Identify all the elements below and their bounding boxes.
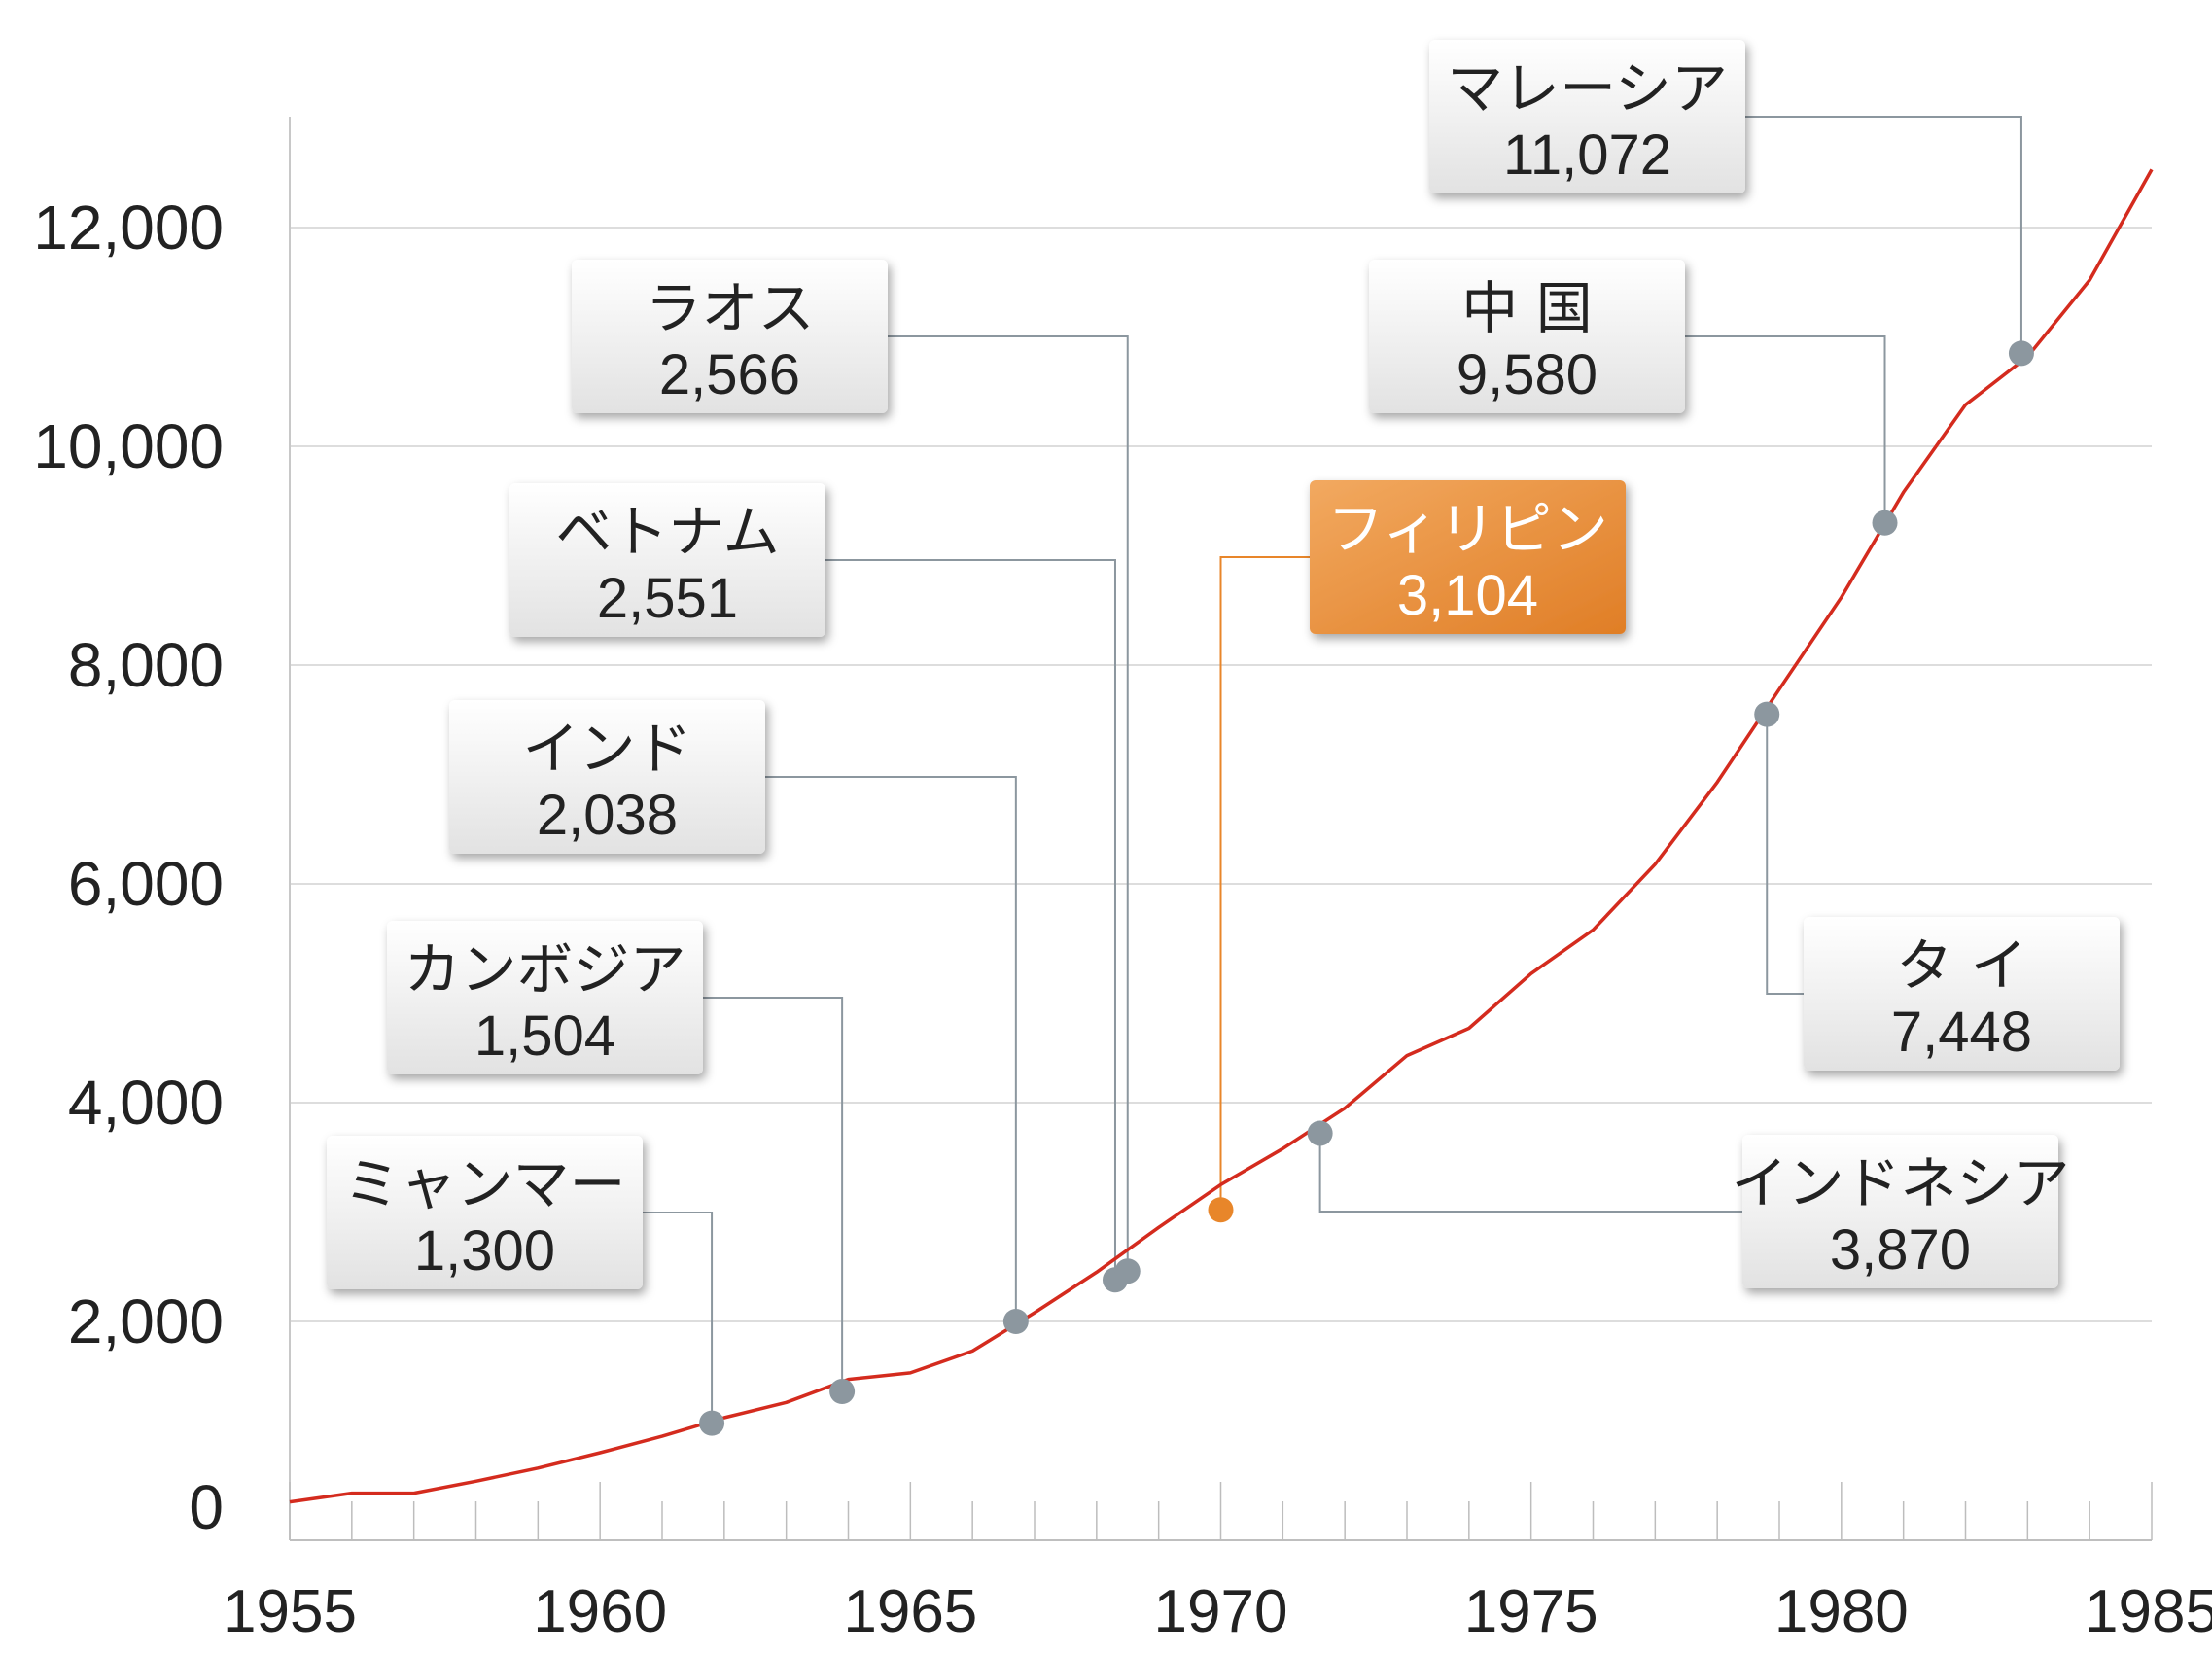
x-tick-label-1955: 1955 [223,1578,357,1645]
x-tick-label-1985: 1985 [2085,1578,2212,1645]
leader-line-4 [888,335,1129,1272]
callout-value-0: 1,300 [414,1219,555,1283]
series-line [289,168,2154,1504]
callout-box-9 [1429,40,1745,193]
callout-value-3: 2,551 [597,567,738,630]
callout-value-4: 2,566 [659,343,800,406]
callout-box-3 [509,483,825,637]
y-tick-label-10000: 10,000 [33,411,224,481]
callout-value-1: 1,504 [474,1004,615,1068]
callout-name-7: タ イ [1896,932,2026,999]
callout-name-5: フィリピン [1327,496,1608,562]
callout-name-6: インドネシア [1731,1150,2069,1216]
marker-9 [2008,340,2034,367]
marker-2 [1002,1309,1029,1334]
y-tick-label-4000: 4,000 [68,1068,224,1138]
callout-name-9: マレーシア [1447,55,1728,122]
series-line-0 [289,168,2154,1504]
marker-1 [829,1379,856,1404]
marker-5 [1208,1197,1234,1223]
callout-name-1: カンボジア [404,936,685,1002]
leader-line-3 [825,559,1116,1281]
marker-0 [699,1410,725,1436]
leader-line-6 [1318,1133,1742,1213]
callout-value-5: 3,104 [1397,564,1538,627]
leader-line-2 [765,776,1017,1321]
marker-7 [1754,701,1780,727]
callout-name-8: 中 国 [1461,275,1592,341]
callout-value-8: 9,580 [1457,343,1598,406]
callout-name-3: ベトナム [555,499,779,565]
callout-value-7: 7,448 [1891,1001,2032,1064]
callout-value-6: 3,870 [1830,1218,1971,1282]
callout-name-4: ラオス [645,275,814,341]
callout-box-2 [449,700,765,854]
callout-8: 中 国9,580 [1369,260,1685,413]
callout-box-5 [1310,480,1626,634]
callout-name-0: ミャンマー [343,1151,625,1217]
y-tick-label-6000: 6,000 [68,849,224,919]
leader-line-0 [643,1212,714,1424]
x-tick-label-1975: 1975 [1464,1578,1598,1645]
callout-box-1 [387,921,703,1074]
leader-line-7 [1766,714,1804,995]
callout-name-2: インド [522,716,691,782]
marker-8 [1872,510,1898,536]
y-tick-label-2000: 2,000 [68,1286,224,1356]
callout-box-0 [327,1136,643,1289]
x-tick-label-1960: 1960 [533,1578,667,1645]
callout-value-9: 11,072 [1503,123,1671,187]
axes: 1955 1960 1965 1970 1975 1980 1985 0 2,000 4,000 6… [33,117,2212,1645]
x-tick-label-1970: 1970 [1154,1578,1288,1645]
marker-4 [1114,1258,1141,1284]
markers [699,340,2034,1436]
y-tick-label-8000: 8,000 [68,630,224,700]
callout-value-2: 2,038 [537,784,678,847]
callout-box-6 [1742,1135,2058,1288]
callout-7: タ イ7,448 [1804,917,2120,1071]
y-tick-label-12000: 12,000 [33,193,224,263]
callout-box-7 [1804,917,2120,1071]
leader-line-1 [703,997,844,1391]
leader-line-9 [1745,116,2022,354]
y-tick-label-0: 0 [189,1472,224,1542]
x-tick-label-1965: 1965 [843,1578,977,1645]
callout-box-4 [572,260,888,413]
callout-box-8 [1369,260,1685,413]
x-tick-label-1980: 1980 [1774,1578,1909,1645]
leader-lines [643,116,2022,1424]
marker-6 [1307,1120,1333,1146]
leader-line-8 [1685,335,1886,523]
